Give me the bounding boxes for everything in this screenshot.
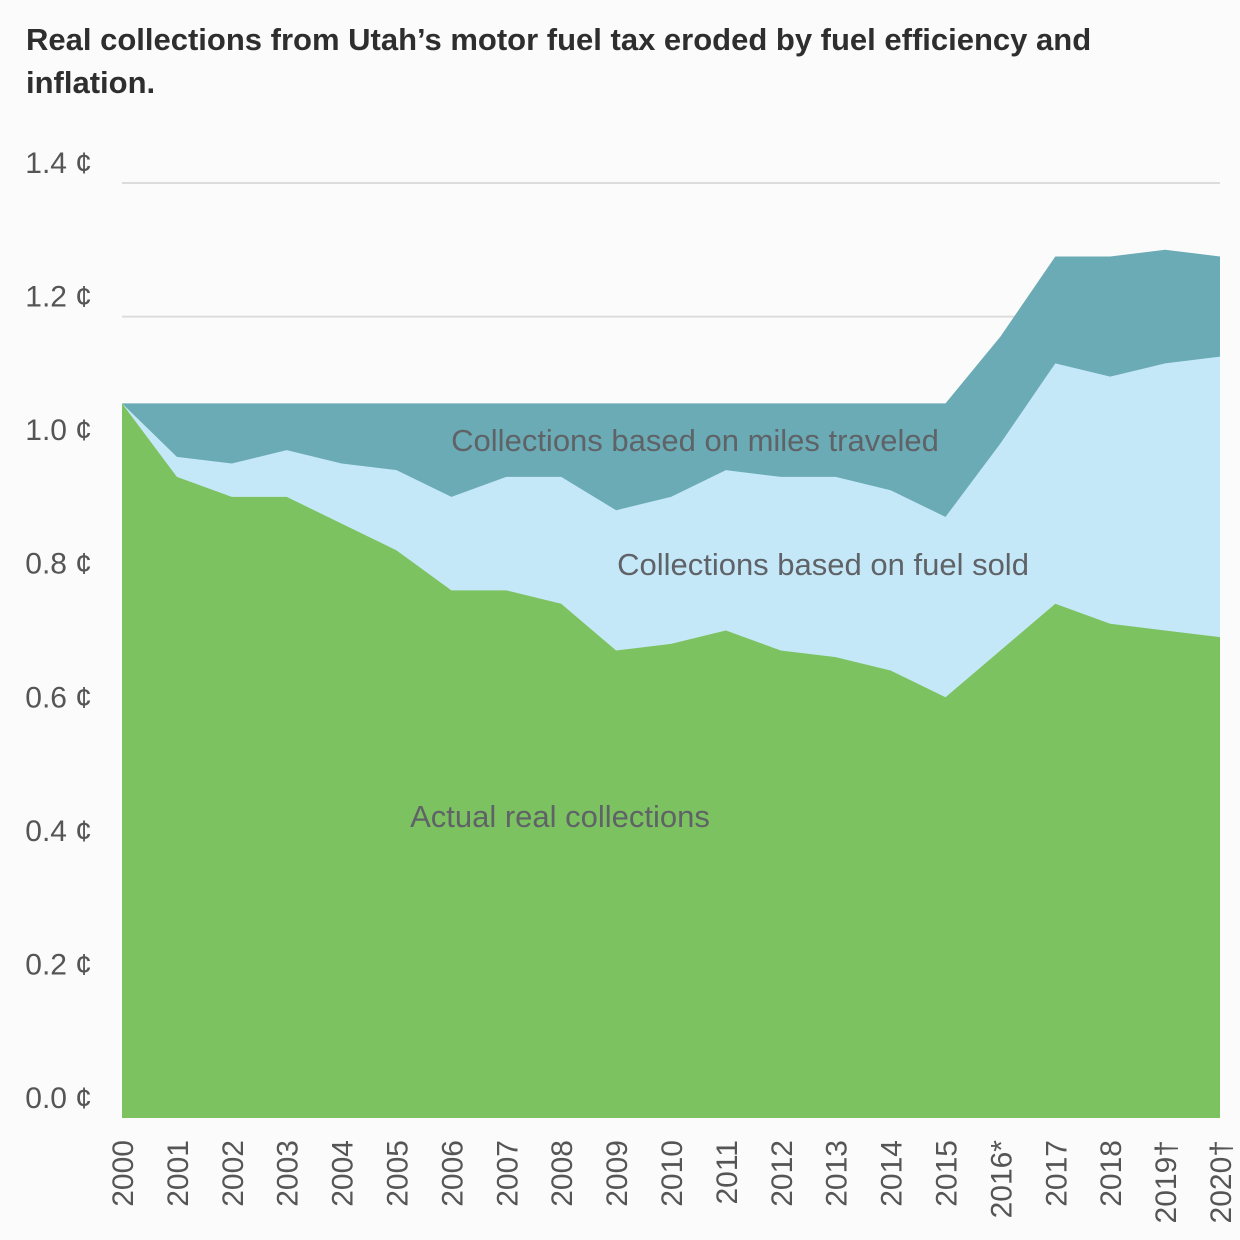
x-tick-label-9: 2009 <box>601 1140 634 1207</box>
x-tick-label-16: 2016* <box>985 1140 1018 1219</box>
x-tick-label-18: 2018 <box>1095 1140 1128 1207</box>
series-labels: Collections based on miles traveled Coll… <box>410 423 1029 834</box>
series-areas <box>122 249 1220 1119</box>
series-label-fuel-sold: Collections based on fuel sold <box>617 547 1029 582</box>
y-tick-label-4: 0.8 ¢ <box>25 548 92 581</box>
series-label-miles-traveled: Collections based on miles traveled <box>451 423 939 458</box>
x-tick-label-5: 2005 <box>382 1140 415 1207</box>
y-tick-label-1: 0.2 ¢ <box>25 948 92 981</box>
x-tick-label-2: 2002 <box>217 1140 250 1207</box>
x-tick-label-1: 2001 <box>162 1140 195 1207</box>
x-tick-label-4: 2004 <box>327 1140 360 1207</box>
x-tick-label-0: 2000 <box>107 1140 140 1207</box>
x-axis-ticks: 2000 2001 2002 2003 2004 2005 2006 2007 2008 2009… <box>107 1140 1238 1224</box>
y-axis-ticks: 0.0 ¢ 0.2 ¢ 0.4 ¢ 0.6 ¢ 0.8 ¢ 1.0 ¢ 1.2 ¢ 1.4 ¢ <box>25 147 92 1115</box>
y-tick-label-5: 1.0 ¢ <box>25 414 92 447</box>
x-tick-label-7: 2007 <box>491 1140 524 1207</box>
y-tick-label-0: 0.0 ¢ <box>25 1082 92 1115</box>
y-tick-label-6: 1.2 ¢ <box>25 281 92 314</box>
area-actual-real-collections <box>122 403 1220 1118</box>
x-tick-label-12: 2012 <box>766 1140 799 1207</box>
x-tick-label-15: 2015 <box>931 1140 964 1207</box>
x-tick-label-10: 2010 <box>656 1140 689 1207</box>
x-tick-label-13: 2013 <box>821 1140 854 1207</box>
x-tick-label-6: 2006 <box>436 1140 469 1207</box>
x-tick-label-3: 2003 <box>272 1140 305 1207</box>
x-tick-label-11: 2011 <box>711 1140 744 1205</box>
y-tick-label-3: 0.6 ¢ <box>25 681 92 714</box>
x-tick-label-14: 2014 <box>876 1140 909 1207</box>
x-tick-label-20: 2020† <box>1205 1140 1238 1223</box>
y-tick-label-2: 0.4 ¢ <box>25 815 92 848</box>
x-tick-label-8: 2008 <box>546 1140 579 1207</box>
x-tick-label-17: 2017 <box>1040 1140 1073 1207</box>
x-tick-label-19: 2019† <box>1150 1140 1183 1223</box>
chart-title: Real collections from Utah’s motor fuel … <box>26 22 1092 100</box>
series-label-actual-collections: Actual real collections <box>410 799 710 834</box>
y-tick-label-7: 1.4 ¢ <box>25 147 92 180</box>
